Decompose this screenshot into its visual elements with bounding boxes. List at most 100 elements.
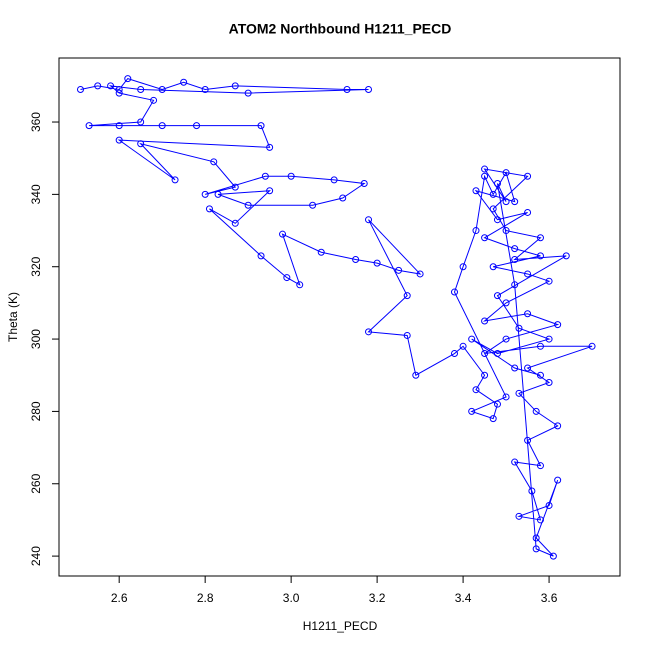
point	[244, 201, 252, 209]
point	[524, 172, 532, 180]
point	[450, 350, 458, 358]
point	[257, 122, 265, 130]
point	[343, 85, 351, 93]
point	[493, 292, 501, 300]
point	[266, 143, 274, 151]
point	[489, 205, 497, 213]
point	[171, 176, 179, 184]
point	[210, 158, 218, 166]
point	[532, 545, 540, 553]
y-tick-label: 340	[29, 184, 43, 204]
point	[493, 216, 501, 224]
point	[279, 230, 287, 238]
point	[532, 407, 540, 415]
y-tick-label: 280	[29, 401, 43, 421]
series-line	[80, 78, 593, 557]
point	[115, 89, 123, 97]
point	[502, 299, 510, 307]
y-tick-label: 260	[29, 473, 43, 493]
point	[231, 183, 239, 191]
point	[283, 274, 291, 282]
x-tick-label: 3.4	[455, 591, 472, 605]
point	[554, 476, 562, 484]
point	[481, 371, 489, 379]
y-axis-label: Theta (K)	[6, 292, 20, 342]
point	[150, 96, 158, 104]
point	[201, 85, 209, 93]
point	[472, 187, 480, 195]
x-tick-label: 2.6	[111, 591, 128, 605]
point	[536, 342, 544, 350]
point	[511, 255, 519, 263]
point	[94, 82, 102, 90]
point	[137, 140, 145, 148]
point	[489, 190, 497, 198]
x-axis-label: H1211_PECD	[303, 619, 378, 633]
point	[481, 234, 489, 242]
point	[317, 248, 325, 256]
point	[536, 371, 544, 379]
point	[511, 281, 519, 289]
point	[403, 292, 411, 300]
point	[489, 415, 497, 423]
point	[214, 190, 222, 198]
point	[201, 190, 209, 198]
point	[536, 516, 544, 524]
point	[545, 378, 553, 386]
point	[107, 82, 115, 90]
point	[554, 422, 562, 430]
point	[493, 400, 501, 408]
x-tick-label: 2.8	[197, 591, 214, 605]
point	[137, 118, 145, 126]
point	[403, 331, 411, 339]
point	[536, 252, 544, 260]
y-tick-label: 240	[29, 546, 43, 566]
point	[549, 552, 557, 560]
point	[137, 85, 145, 93]
point	[296, 281, 304, 289]
point	[412, 371, 420, 379]
point	[545, 501, 553, 509]
point	[502, 227, 510, 235]
point	[554, 321, 562, 329]
point	[205, 205, 213, 213]
point	[562, 252, 570, 260]
point	[545, 277, 553, 285]
point	[502, 169, 510, 177]
point	[76, 85, 84, 93]
point	[158, 85, 166, 93]
point	[352, 255, 360, 263]
y-tick-label: 300	[29, 329, 43, 349]
point	[481, 350, 489, 358]
point	[545, 335, 553, 343]
point	[472, 386, 480, 394]
point	[524, 364, 532, 372]
point	[472, 227, 480, 235]
point	[330, 176, 338, 184]
point	[481, 317, 489, 325]
plot-frame	[58, 57, 621, 577]
point	[502, 393, 510, 401]
point	[266, 187, 274, 195]
point	[365, 328, 373, 336]
point	[231, 82, 239, 90]
point	[481, 172, 489, 180]
point	[515, 512, 523, 520]
point	[511, 364, 519, 372]
y-tick-label: 360	[29, 112, 43, 132]
y-tick-label: 320	[29, 256, 43, 276]
point	[468, 407, 476, 415]
point	[536, 462, 544, 470]
point	[373, 259, 381, 267]
point	[493, 350, 501, 358]
point	[528, 487, 536, 495]
point	[459, 342, 467, 350]
point	[481, 165, 489, 173]
point	[395, 266, 403, 274]
point	[244, 89, 252, 97]
point	[524, 270, 532, 278]
point	[365, 216, 373, 224]
point	[515, 389, 523, 397]
